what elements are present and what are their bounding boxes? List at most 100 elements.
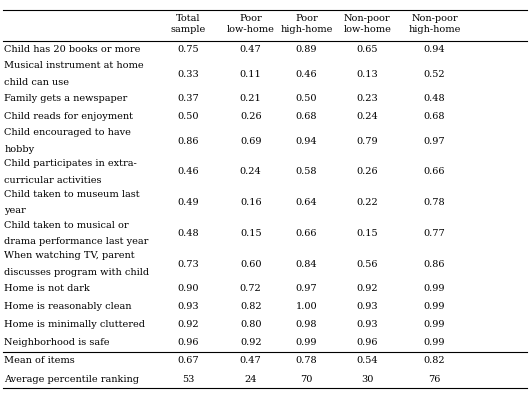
Text: 0.11: 0.11 (240, 70, 262, 79)
Text: 0.92: 0.92 (240, 338, 261, 347)
Text: 0.98: 0.98 (296, 320, 317, 329)
Text: 0.93: 0.93 (178, 302, 199, 311)
Text: 0.93: 0.93 (357, 302, 378, 311)
Text: 0.72: 0.72 (240, 284, 262, 293)
Text: 0.24: 0.24 (356, 112, 378, 121)
Text: Child taken to musical or: Child taken to musical or (4, 220, 129, 230)
Text: 0.15: 0.15 (357, 229, 378, 238)
Text: 0.56: 0.56 (357, 259, 378, 269)
Text: 24: 24 (244, 375, 257, 384)
Text: Child encouraged to have: Child encouraged to have (4, 128, 131, 137)
Text: 0.50: 0.50 (178, 112, 199, 121)
Text: 0.58: 0.58 (296, 168, 317, 176)
Text: 0.66: 0.66 (424, 168, 445, 176)
Text: Musical instrument at home: Musical instrument at home (4, 61, 144, 70)
Text: 0.92: 0.92 (178, 320, 199, 329)
Text: curricular activities: curricular activities (4, 176, 102, 185)
Text: 0.46: 0.46 (296, 70, 317, 79)
Text: 0.21: 0.21 (240, 94, 262, 103)
Text: Total
sample: Total sample (171, 14, 206, 34)
Text: 0.68: 0.68 (424, 112, 445, 121)
Text: 0.99: 0.99 (424, 284, 445, 293)
Text: 0.67: 0.67 (178, 357, 199, 365)
Text: 0.93: 0.93 (357, 320, 378, 329)
Text: 0.99: 0.99 (424, 338, 445, 347)
Text: 0.37: 0.37 (177, 94, 199, 103)
Text: 1.00: 1.00 (296, 302, 317, 311)
Text: 0.66: 0.66 (296, 229, 317, 238)
Text: Home is not dark: Home is not dark (4, 284, 90, 293)
Text: 53: 53 (182, 375, 195, 384)
Text: 0.75: 0.75 (178, 45, 199, 54)
Text: 0.73: 0.73 (177, 259, 199, 269)
Text: 70: 70 (300, 375, 313, 384)
Text: 0.78: 0.78 (424, 198, 445, 207)
Text: Poor
high-home: Poor high-home (280, 14, 332, 34)
Text: child can use: child can use (4, 78, 69, 87)
Text: 0.94: 0.94 (424, 45, 445, 54)
Text: Non-poor
high-home: Non-poor high-home (409, 14, 461, 34)
Text: 0.84: 0.84 (296, 259, 317, 269)
Text: drama performance last year: drama performance last year (4, 237, 148, 246)
Text: 0.96: 0.96 (178, 338, 199, 347)
Text: 0.47: 0.47 (240, 357, 262, 365)
Text: Family gets a newspaper: Family gets a newspaper (4, 94, 128, 103)
Text: Mean of items: Mean of items (4, 357, 75, 365)
Text: 0.47: 0.47 (240, 45, 262, 54)
Text: 0.52: 0.52 (424, 70, 445, 79)
Text: 0.97: 0.97 (296, 284, 317, 293)
Text: 0.54: 0.54 (357, 357, 378, 365)
Text: 0.65: 0.65 (357, 45, 378, 54)
Text: Neighborhood is safe: Neighborhood is safe (4, 338, 110, 347)
Text: 0.68: 0.68 (296, 112, 317, 121)
Text: 0.50: 0.50 (296, 94, 317, 103)
Text: 0.82: 0.82 (424, 357, 445, 365)
Text: 0.24: 0.24 (240, 168, 262, 176)
Text: 0.86: 0.86 (424, 259, 445, 269)
Text: Child has 20 books or more: Child has 20 books or more (4, 45, 140, 54)
Text: 0.90: 0.90 (178, 284, 199, 293)
Text: Child taken to museum last: Child taken to museum last (4, 190, 140, 199)
Text: 0.69: 0.69 (240, 137, 261, 146)
Text: Child participates in extra-: Child participates in extra- (4, 159, 137, 168)
Text: 0.78: 0.78 (296, 357, 317, 365)
Text: Child reads for enjoyment: Child reads for enjoyment (4, 112, 133, 121)
Text: 0.94: 0.94 (296, 137, 317, 146)
Text: 0.82: 0.82 (240, 302, 261, 311)
Text: 0.13: 0.13 (356, 70, 378, 79)
Text: 0.99: 0.99 (296, 338, 317, 347)
Text: 0.22: 0.22 (356, 198, 378, 207)
Text: When watching TV, parent: When watching TV, parent (4, 251, 135, 260)
Text: 0.49: 0.49 (178, 198, 199, 207)
Text: 0.64: 0.64 (296, 198, 317, 207)
Text: 0.48: 0.48 (178, 229, 199, 238)
Text: 0.77: 0.77 (423, 229, 446, 238)
Text: 0.16: 0.16 (240, 198, 261, 207)
Text: 76: 76 (428, 375, 441, 384)
Text: Poor
low-home: Poor low-home (227, 14, 275, 34)
Text: 0.99: 0.99 (424, 320, 445, 329)
Text: hobby: hobby (4, 145, 34, 154)
Text: 0.99: 0.99 (424, 302, 445, 311)
Text: 0.15: 0.15 (240, 229, 261, 238)
Text: 0.46: 0.46 (178, 168, 199, 176)
Text: 0.79: 0.79 (357, 137, 378, 146)
Text: 0.97: 0.97 (424, 137, 445, 146)
Text: 0.80: 0.80 (240, 320, 261, 329)
Text: 0.26: 0.26 (240, 112, 261, 121)
Text: 0.86: 0.86 (178, 137, 199, 146)
Text: 0.33: 0.33 (177, 70, 199, 79)
Text: 0.23: 0.23 (356, 94, 378, 103)
Text: Non-poor
low-home: Non-poor low-home (343, 14, 391, 34)
Text: 0.96: 0.96 (357, 338, 378, 347)
Text: discusses program with child: discusses program with child (4, 268, 149, 277)
Text: 0.26: 0.26 (357, 168, 378, 176)
Text: Home is minimally cluttered: Home is minimally cluttered (4, 320, 145, 329)
Text: 0.48: 0.48 (424, 94, 445, 103)
Text: Average percentile ranking: Average percentile ranking (4, 375, 139, 384)
Text: 30: 30 (361, 375, 374, 384)
Text: 0.89: 0.89 (296, 45, 317, 54)
Text: 0.92: 0.92 (357, 284, 378, 293)
Text: 0.60: 0.60 (240, 259, 261, 269)
Text: year: year (4, 207, 26, 215)
